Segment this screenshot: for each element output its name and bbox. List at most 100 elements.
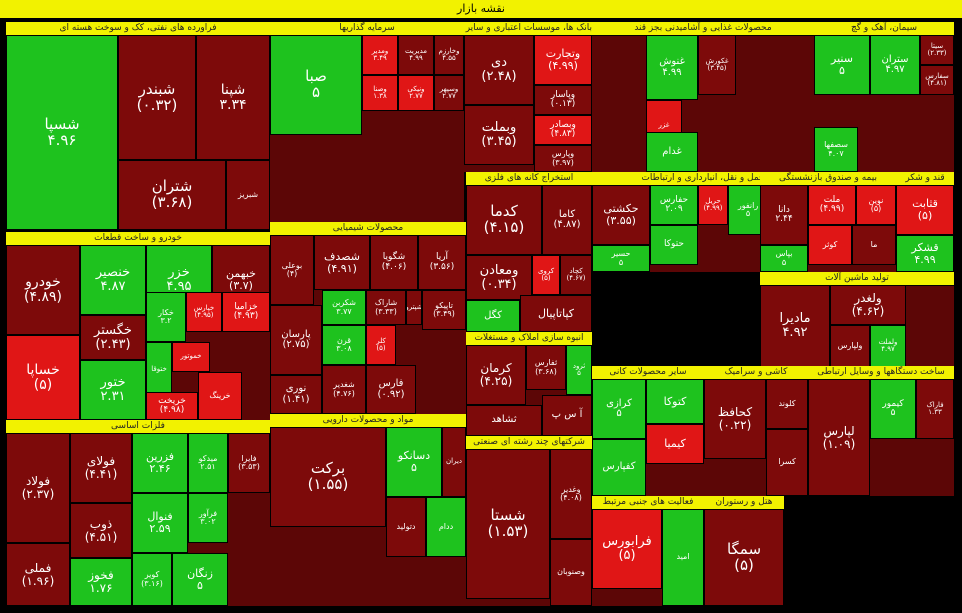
treemap-tile-5-1[interactable]: خنصیر ۴.۸۷ — [80, 245, 146, 315]
treemap-tile-6-0[interactable]: بوعلی (۴) — [270, 235, 314, 305]
treemap-tile-7-3[interactable]: کروی (۵) — [532, 255, 560, 295]
treemap-tile-11-1[interactable]: ولغدر (۴.۶۲) — [830, 285, 906, 325]
treemap-tile-14-10[interactable]: کویر (۳.۱۶) — [132, 553, 172, 606]
treemap-tile-8-4[interactable]: حتوکا — [650, 225, 698, 265]
treemap-tile-0-4[interactable]: شبریز — [226, 160, 270, 230]
treemap-tile-6-10[interactable]: کلر (۵) — [366, 325, 396, 365]
treemap-tile-18-0[interactable]: سمگا (۵) — [704, 509, 784, 606]
treemap-tile-4-3[interactable]: سنیر ۵ — [814, 35, 870, 95]
treemap-tile-14-8[interactable]: فملی (۱.۹۶) — [6, 543, 70, 606]
treemap-tile-8-2[interactable]: حسیر ۵ — [592, 245, 650, 272]
treemap-tile-9-5[interactable]: ما — [852, 225, 896, 265]
treemap-tile-13-1[interactable]: کتوکا — [646, 379, 704, 424]
treemap-tile-0-2[interactable]: شپنا ۳.۳۴ — [196, 35, 270, 160]
treemap-tile-8-0[interactable]: حکشتی (۳.۵۵) — [592, 185, 650, 245]
treemap-tile-1-1[interactable]: ومدیر ۳.۴۹ — [362, 35, 398, 75]
treemap-tile-0-3[interactable]: شتران (۳.۶۸) — [118, 160, 226, 230]
treemap-tile-7-5[interactable]: کگل — [466, 300, 520, 332]
treemap-tile-1-6[interactable]: وسپهر ۲.۷۷ — [434, 75, 464, 111]
treemap-tile-3-3[interactable]: غدام — [646, 132, 698, 172]
treemap-tile-5-10[interactable]: ختوقا — [146, 342, 172, 397]
treemap-tile-6-13[interactable]: فارس (۰.۹۲) — [366, 365, 416, 414]
treemap-tile-7-4[interactable]: کچاد (۴.۶۷) — [560, 255, 592, 295]
treemap-tile-1-3[interactable]: وخارزم ۴.۵۵ — [434, 35, 464, 75]
treemap-tile-1-5[interactable]: ونیکی ۲.۷۷ — [398, 75, 434, 111]
treemap-tile-6-4[interactable]: تاپیکو (۳.۴۹) — [422, 290, 466, 330]
treemap-tile-8-1[interactable]: حفارس ۲.۰۹ — [650, 185, 698, 225]
treemap-tile-5-9[interactable]: ختور ۲.۳۱ — [80, 360, 146, 420]
treemap-tile-11-0[interactable]: مادیرا ۴.۹۲ — [760, 285, 830, 367]
treemap-tile-15-1[interactable]: دسانکو ۵ — [386, 427, 442, 497]
treemap-tile-14-1[interactable]: فولای (۴.۴۱) — [70, 433, 132, 503]
treemap-tile-16-1[interactable]: وغدیر (۴.۰۸) — [550, 449, 592, 539]
treemap-tile-17-0[interactable]: فرابورس (۵) — [592, 509, 662, 589]
treemap-tile-20-0[interactable]: لپارس (۱.۰۹) — [808, 379, 870, 496]
treemap-tile-5-5[interactable]: خکار ۳.۲ — [146, 292, 186, 342]
treemap-tile-2-1[interactable]: وتجارت (۴.۹۹) — [534, 35, 592, 85]
treemap-tile-5-0[interactable]: خودرو (۴.۸۹) — [6, 245, 80, 335]
treemap-tile-7-1[interactable]: کاما (۴.۸۷) — [542, 185, 592, 255]
treemap-tile-12-2[interactable]: ثرود ۵ — [566, 345, 592, 395]
treemap-tile-2-2[interactable]: وپاسار (۰.۱۳) — [534, 85, 592, 115]
treemap-tile-6-9[interactable]: قرن ۳.۰۸ — [322, 325, 366, 365]
treemap-tile-1-0[interactable]: صبا ۵ — [270, 35, 362, 135]
treemap-tile-14-9[interactable]: فخوز ۱.۷۶ — [70, 558, 132, 606]
treemap-tile-12-4[interactable]: آ س پ — [542, 395, 592, 436]
treemap-tile-6-8[interactable]: شپترو — [406, 290, 422, 325]
treemap-tile-16-0[interactable]: شستا (۱.۵۳) — [466, 449, 550, 599]
treemap-tile-14-5[interactable]: ذوب (۴.۵۱) — [70, 503, 132, 558]
treemap-tile-4-0[interactable]: ستران ۴.۹۷ — [870, 35, 920, 95]
treemap-tile-8-3[interactable]: حریل (۴.۹۹) — [698, 185, 728, 225]
treemap-tile-17-1[interactable]: امید — [662, 509, 704, 606]
treemap-tile-5-13[interactable]: خرینگ — [198, 372, 242, 420]
treemap-tile-19-2[interactable]: کسرا — [766, 429, 808, 496]
treemap-tile-4-1[interactable]: سیتا (۲.۳۳) — [920, 35, 954, 65]
treemap-tile-14-7[interactable]: فرآور ۳.۰۲ — [188, 493, 228, 543]
treemap-tile-14-2[interactable]: فزرین ۲.۴۶ — [132, 433, 188, 493]
treemap-tile-5-11[interactable]: خموتور — [172, 342, 210, 372]
treemap-tile-15-4[interactable]: ددام — [426, 497, 466, 557]
treemap-tile-0-1[interactable]: شبندر (۰.۳۲) — [118, 35, 196, 160]
treemap-tile-6-3[interactable]: آریا (۳.۵۶) — [418, 235, 466, 290]
treemap-tile-14-0[interactable]: فولاد (۲.۳۷) — [6, 433, 70, 543]
treemap-tile-10-0[interactable]: قثابت (۵) — [896, 185, 954, 235]
treemap-tile-15-0[interactable]: برکت (۱.۵۵) — [270, 427, 386, 527]
treemap-tile-2-3[interactable]: وبملت (۳.۴۵) — [464, 105, 534, 165]
treemap-tile-7-2[interactable]: ومعادن (۰.۳۴) — [466, 255, 532, 300]
treemap-tile-19-0[interactable]: کحافظ (۰.۲۲) — [704, 379, 766, 459]
treemap-tile-6-7[interactable]: شاراک (۳.۳۳) — [366, 290, 406, 325]
treemap-tile-5-8[interactable]: خساپا (۵) — [6, 335, 80, 420]
treemap-tile-13-3[interactable]: کفپارس — [592, 439, 646, 496]
treemap-tile-4-2[interactable]: سفارس (۴.۸۱) — [920, 65, 954, 95]
treemap-tile-2-4[interactable]: وبصادر (۴.۸۳) — [534, 115, 592, 145]
treemap-tile-14-3[interactable]: میدکو ۲.۵۱ — [188, 433, 228, 493]
treemap-tile-6-1[interactable]: شصدف (۴.۹۱) — [314, 235, 370, 290]
treemap-tile-13-2[interactable]: کیمیا — [646, 424, 704, 464]
treemap-tile-5-4[interactable]: خگستر (۲.۴۳) — [80, 315, 146, 360]
treemap-tile-5-6[interactable]: خپارس (۴.۹۵) — [186, 292, 222, 332]
treemap-tile-15-3[interactable]: دتولید — [386, 497, 426, 557]
treemap-tile-2-0[interactable]: دی (۲.۴۸) — [464, 35, 534, 105]
treemap-tile-11-2[interactable]: ولپارس — [830, 325, 870, 367]
treemap-tile-1-2[interactable]: مدیریت ۴.۹۹ — [398, 35, 434, 75]
treemap-tile-20-2[interactable]: فاراک ۱.۳۳ — [916, 379, 954, 439]
treemap-tile-12-0[interactable]: کرمان (۴.۲۵) — [466, 345, 526, 405]
treemap-tile-13-0[interactable]: کرازی ۵ — [592, 379, 646, 439]
treemap-tile-6-6[interactable]: شکربن ۳.۷۷ — [322, 290, 366, 325]
treemap-tile-6-5[interactable]: پارسان (۲.۷۵) — [270, 305, 322, 375]
treemap-tile-15-2[interactable]: دیران — [442, 427, 466, 497]
treemap-tile-12-1[interactable]: ثفارس (۳.۶۸) — [526, 345, 566, 390]
treemap-tile-7-0[interactable]: کدما (۴.۱۵) — [466, 185, 542, 255]
treemap-tile-3-0[interactable]: غنوش ۴.۹۹ — [646, 35, 698, 100]
treemap-tile-5-12[interactable]: خریخت (۴.۹۸) — [146, 392, 198, 420]
treemap-tile-2-5[interactable]: وپارس (۳.۹۷) — [534, 145, 592, 172]
treemap-tile-9-0[interactable]: دانا ۲.۴۴ — [760, 185, 808, 245]
treemap-tile-16-2[interactable]: وصنوبان — [550, 539, 592, 606]
treemap-tile-6-2[interactable]: شگویا (۴.۰۶) — [370, 235, 418, 290]
treemap-tile-9-4[interactable]: کوثر — [808, 225, 852, 265]
treemap-tile-0-0[interactable]: شسپا ۴.۹۶ — [6, 35, 118, 230]
treemap-tile-11-3[interactable]: ولملت ۴.۹۷ — [870, 325, 906, 367]
treemap-tile-9-3[interactable]: بپاس ۵ — [760, 245, 808, 272]
treemap-tile-14-4[interactable]: فایرا (۳.۵۳) — [228, 433, 270, 493]
treemap-tile-5-7[interactable]: خزامیا (۴.۹۳) — [222, 292, 270, 332]
